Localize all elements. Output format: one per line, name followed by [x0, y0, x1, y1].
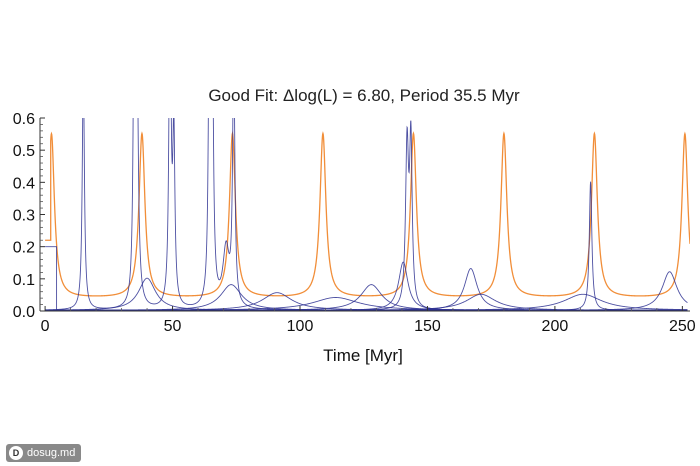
x-tick-label: 100: [287, 318, 314, 335]
y-tick-label: 0.3: [13, 208, 35, 225]
x-tick-label: 250: [669, 318, 696, 335]
x-tick-label: 50: [164, 318, 182, 335]
axes-layer: 0 50 100 150 200 250 0.0 0.1 0.2 0.3 0.4 0.5 0.6: [13, 111, 696, 335]
x-axis-label: Time [Myr]: [323, 346, 403, 365]
watermark-logo-icon: D: [9, 446, 23, 460]
series-line-5: [45, 297, 688, 311]
x-tick-label: 200: [542, 318, 569, 335]
series-line-10: [45, 293, 688, 311]
y-tick-label: 0.0: [13, 304, 35, 321]
watermark-text: dosug.md: [27, 447, 76, 459]
series-line-6: [45, 284, 688, 311]
series-line-9: [45, 293, 688, 311]
series-line-12: [45, 246, 83, 311]
series-line-0: [45, 131, 690, 297]
y-tick-label: 0.6: [13, 111, 35, 128]
y-tick-label: 0.1: [13, 272, 35, 289]
watermark: D dosug.md: [6, 444, 82, 462]
series-layer: [45, 118, 690, 311]
series-line-2: [45, 277, 688, 311]
x-tick-label: 0: [41, 318, 50, 335]
chart-title: Good Fit: Δlog(L) = 6.80, Period 35.5 My…: [208, 86, 520, 105]
y-tick-label: 0.4: [13, 175, 35, 192]
x-tick-label: 150: [414, 318, 441, 335]
y-tick-label: 0.5: [13, 143, 35, 160]
series-line-1: [45, 118, 688, 311]
y-tick-label: 0.2: [13, 240, 35, 257]
